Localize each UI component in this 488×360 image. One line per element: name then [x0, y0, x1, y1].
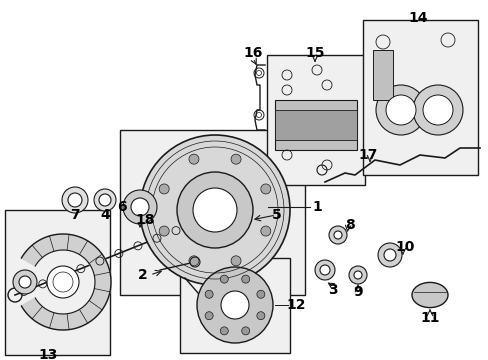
Bar — [5, 210, 110, 355]
Circle shape — [328, 226, 346, 244]
Circle shape — [377, 243, 401, 267]
Text: 8: 8 — [345, 218, 354, 232]
Text: 15: 15 — [305, 46, 324, 60]
Circle shape — [53, 272, 73, 292]
Text: 13: 13 — [38, 348, 58, 360]
Circle shape — [412, 85, 462, 135]
Text: 14: 14 — [407, 11, 427, 25]
Text: 4: 4 — [100, 208, 110, 222]
Circle shape — [140, 135, 289, 285]
Circle shape — [99, 194, 111, 206]
Circle shape — [241, 275, 249, 283]
Bar — [120, 130, 305, 295]
Circle shape — [220, 327, 228, 335]
Circle shape — [204, 312, 213, 320]
Circle shape — [47, 266, 79, 298]
Circle shape — [383, 249, 395, 261]
Circle shape — [177, 172, 252, 248]
Circle shape — [256, 312, 264, 320]
Text: 17: 17 — [358, 148, 377, 162]
Bar — [180, 258, 289, 353]
Circle shape — [159, 184, 169, 194]
Circle shape — [319, 265, 329, 275]
Circle shape — [188, 256, 199, 266]
Circle shape — [241, 327, 249, 335]
Bar — [362, 20, 477, 175]
Text: 10: 10 — [394, 240, 414, 254]
Text: 6: 6 — [117, 200, 126, 214]
Circle shape — [204, 290, 213, 298]
Text: 3: 3 — [327, 283, 337, 297]
Circle shape — [62, 187, 88, 213]
Text: 12: 12 — [285, 298, 305, 312]
Circle shape — [123, 190, 157, 224]
Text: 11: 11 — [419, 311, 439, 325]
Circle shape — [422, 95, 452, 125]
Text: 18: 18 — [135, 213, 154, 227]
Circle shape — [13, 270, 37, 294]
Circle shape — [260, 184, 270, 194]
Circle shape — [19, 276, 31, 288]
Circle shape — [256, 290, 264, 298]
Circle shape — [385, 95, 415, 125]
Circle shape — [188, 154, 199, 164]
Circle shape — [68, 193, 82, 207]
Circle shape — [159, 226, 169, 236]
Bar — [372, 50, 392, 100]
Text: 7: 7 — [70, 208, 80, 222]
Circle shape — [220, 275, 228, 283]
Circle shape — [94, 189, 116, 211]
Circle shape — [260, 226, 270, 236]
Circle shape — [314, 260, 334, 280]
Polygon shape — [21, 234, 111, 330]
Circle shape — [193, 188, 237, 232]
Text: 2: 2 — [138, 268, 147, 282]
Bar — [274, 100, 356, 150]
Circle shape — [353, 271, 361, 279]
Circle shape — [131, 198, 149, 216]
Bar — [266, 55, 364, 185]
Circle shape — [333, 231, 341, 239]
Circle shape — [197, 267, 272, 343]
Circle shape — [230, 256, 241, 266]
Text: 9: 9 — [352, 285, 362, 299]
Bar — [274, 110, 356, 140]
Text: 5: 5 — [271, 208, 281, 222]
Circle shape — [348, 266, 366, 284]
Circle shape — [230, 154, 241, 164]
Text: 16: 16 — [243, 46, 262, 60]
Text: 1: 1 — [311, 200, 321, 214]
Ellipse shape — [411, 282, 447, 307]
Circle shape — [221, 291, 248, 319]
Circle shape — [375, 85, 425, 135]
